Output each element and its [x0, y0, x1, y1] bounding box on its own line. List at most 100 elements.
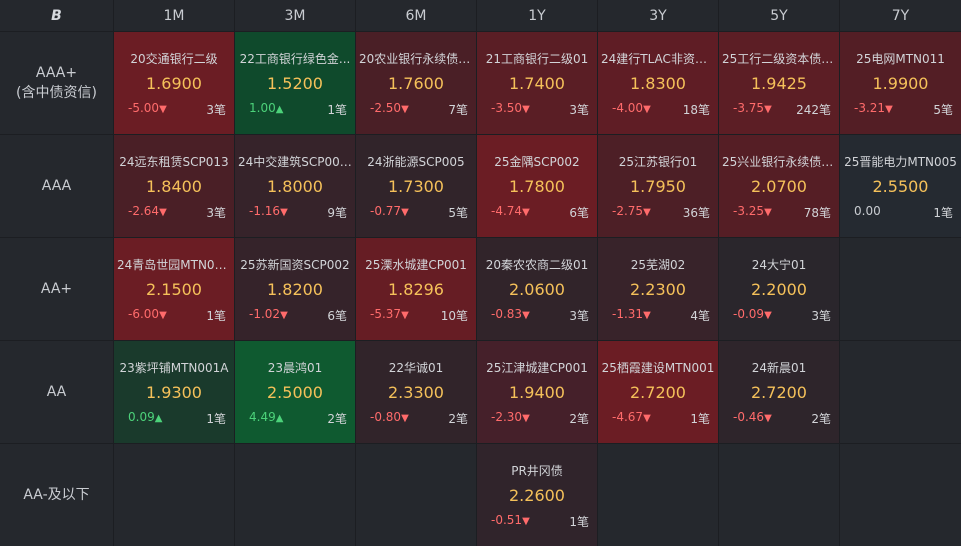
- change-value: -0.80: [370, 410, 402, 424]
- bond-name: 20秦农农商二级01: [485, 258, 589, 272]
- trade-count: 36笔: [682, 206, 710, 220]
- bond-cell[interactable]: 24新晨01 2.7200 -0.46▼ 2笔: [719, 341, 839, 443]
- bond-yield: 1.7950: [630, 177, 686, 196]
- col-header-6m[interactable]: 6M: [356, 0, 476, 31]
- bond-yield: 1.9900: [872, 74, 929, 93]
- bond-yield: 2.2300: [630, 280, 686, 299]
- bond-cell[interactable]: 22工商银行绿色金... 1.5200 1.00▲ 1笔: [235, 32, 355, 134]
- arrow-down-icon: ▼: [159, 207, 167, 218]
- yield-change: -0.80▼: [370, 410, 409, 424]
- col-header-5y[interactable]: 5Y: [719, 0, 839, 31]
- bond-yield: 1.5200: [267, 74, 323, 93]
- change-value: -4.00: [612, 101, 644, 115]
- bond-name: 24新晨01: [751, 361, 807, 375]
- trade-count: 2笔: [569, 412, 589, 426]
- col-header-3y[interactable]: 3Y: [598, 0, 718, 31]
- bond-cell[interactable]: 24远东租赁SCP013 1.8400 -2.64▼ 3笔: [114, 135, 234, 237]
- bond-cell[interactable]: 25江苏银行01 1.7950 -2.75▼ 36笔: [598, 135, 718, 237]
- bond-cell[interactable]: 25金隅SCP002 1.7800 -4.74▼ 6笔: [477, 135, 597, 237]
- arrow-down-icon: ▼: [401, 104, 409, 115]
- bond-cell[interactable]: 25溧水城建CP001 1.8296 -5.37▼ 10笔: [356, 238, 476, 340]
- change-value: -5.37: [370, 307, 402, 321]
- bond-cell[interactable]: 20农业银行永续债02 1.7600 -2.50▼ 7笔: [356, 32, 476, 134]
- bond-cell[interactable]: 22华诚01 2.3300 -0.80▼ 2笔: [356, 341, 476, 443]
- trade-count: 3笔: [569, 309, 589, 323]
- bond-name: 24浙能源SCP005: [367, 155, 465, 169]
- trade-count: 2笔: [327, 412, 347, 426]
- trade-count: 3笔: [206, 103, 226, 117]
- change-value: -0.77: [370, 204, 402, 218]
- bond-cell[interactable]: 24大宁01 2.2000 -0.09▼ 3笔: [719, 238, 839, 340]
- bond-cell[interactable]: 24中交建筑SCP005... 1.8000 -1.16▼ 9笔: [235, 135, 355, 237]
- bond-cell[interactable]: 20秦农农商二级01 2.0600 -0.83▼ 3笔: [477, 238, 597, 340]
- bond-cell[interactable]: 25工行二级资本债0... 1.9425 -3.75▼ 242笔: [719, 32, 839, 134]
- bond-cell[interactable]: 24青岛世园MTN00... 2.1500 -6.00▼ 1笔: [114, 238, 234, 340]
- app-logo: B: [51, 7, 62, 24]
- bond-cell[interactable]: 23紫坪铺MTN001A 1.9300 0.09▲ 1笔: [114, 341, 234, 443]
- bond-yield: 2.5500: [872, 177, 929, 196]
- bond-yield: 1.8200: [267, 280, 323, 299]
- yield-change: -2.50▼: [370, 101, 409, 115]
- arrow-down-icon: ▼: [159, 310, 167, 321]
- col-header-7y[interactable]: 7Y: [840, 0, 961, 31]
- bond-cell[interactable]: 21工商银行二级01 1.7400 -3.50▼ 3笔: [477, 32, 597, 134]
- yield-change: 1.00▲: [249, 101, 283, 115]
- bond-cell[interactable]: 25苏新国资SCP002 1.8200 -1.02▼ 6笔: [235, 238, 355, 340]
- empty-cell: [719, 444, 839, 546]
- change-value: -0.46: [733, 410, 765, 424]
- bond-name: 24青岛世园MTN00...: [117, 258, 234, 272]
- empty-cell: [114, 444, 234, 546]
- bond-cell[interactable]: 25兴业银行永续债0... 2.0700 -3.25▼ 78笔: [719, 135, 839, 237]
- change-value: -3.50: [491, 101, 523, 115]
- bond-yield: 1.7600: [388, 74, 444, 93]
- change-value: -1.02: [249, 307, 281, 321]
- change-value: 0.09: [128, 410, 155, 424]
- bond-name: PR井冈债: [511, 464, 563, 478]
- trade-count: 3笔: [569, 103, 589, 117]
- change-value: -3.75: [733, 101, 765, 115]
- yield-change: -4.00▼: [612, 101, 651, 115]
- bond-name: 25江苏银行01: [618, 155, 698, 169]
- bond-cell[interactable]: PR井冈债 2.2600 -0.51▼ 1笔: [477, 444, 597, 546]
- bond-cell[interactable]: 24建行TLAC非资本... 1.8300 -4.00▼ 18笔: [598, 32, 718, 134]
- bond-cell[interactable]: 25江津城建CP001 1.9400 -2.30▼ 2笔: [477, 341, 597, 443]
- col-header-1m[interactable]: 1M: [114, 0, 234, 31]
- bond-cell[interactable]: 25电网MTN011 1.9900 -3.21▼ 5笔: [840, 32, 961, 134]
- arrow-down-icon: ▼: [280, 207, 288, 218]
- empty-cell: [356, 444, 476, 546]
- yield-change: -1.02▼: [249, 307, 288, 321]
- bond-name: 25芜湖02: [630, 258, 686, 272]
- bond-yield: 1.9300: [146, 383, 202, 402]
- bond-cell[interactable]: 25晋能电力MTN005 2.5500 0.00 1笔: [840, 135, 961, 237]
- change-value: -1.16: [249, 204, 281, 218]
- trade-count: 2笔: [811, 412, 831, 426]
- bond-yield: 2.1500: [146, 280, 202, 299]
- col-header-3m[interactable]: 3M: [235, 0, 355, 31]
- yield-change: -0.77▼: [370, 204, 409, 218]
- arrow-down-icon: ▼: [764, 413, 772, 424]
- empty-cell: [840, 238, 961, 340]
- change-value: -2.50: [370, 101, 402, 115]
- bond-name: 25苏新国资SCP002: [240, 258, 350, 272]
- trade-count: 1笔: [206, 309, 226, 323]
- bond-cell[interactable]: 20交通银行二级 1.6900 -5.00▼ 3笔: [114, 32, 234, 134]
- bond-cell[interactable]: 25芜湖02 2.2300 -1.31▼ 4笔: [598, 238, 718, 340]
- bond-yield: 1.6900: [146, 74, 202, 93]
- bond-yield: 1.8300: [630, 74, 686, 93]
- bond-cell[interactable]: 25栖霞建设MTN001 2.7200 -4.67▼ 1笔: [598, 341, 718, 443]
- bond-cell[interactable]: 24浙能源SCP005 1.7300 -0.77▼ 5笔: [356, 135, 476, 237]
- col-header-1y[interactable]: 1Y: [477, 0, 597, 31]
- yield-change: -0.83▼: [491, 307, 530, 321]
- bond-yield: 1.8000: [267, 177, 323, 196]
- yield-change: 0.00: [854, 204, 881, 218]
- arrow-down-icon: ▼: [643, 310, 651, 321]
- trade-count: 7笔: [448, 103, 468, 117]
- arrow-down-icon: ▼: [280, 310, 288, 321]
- arrow-down-icon: ▼: [522, 104, 530, 115]
- yield-change: -4.74▼: [491, 204, 530, 218]
- yield-change: -5.37▼: [370, 307, 409, 321]
- empty-cell: [598, 444, 718, 546]
- bond-cell[interactable]: 23晨鸿01 2.5000 4.49▲ 2笔: [235, 341, 355, 443]
- yield-change: -1.31▼: [612, 307, 651, 321]
- bond-name: 25金隅SCP002: [494, 155, 580, 169]
